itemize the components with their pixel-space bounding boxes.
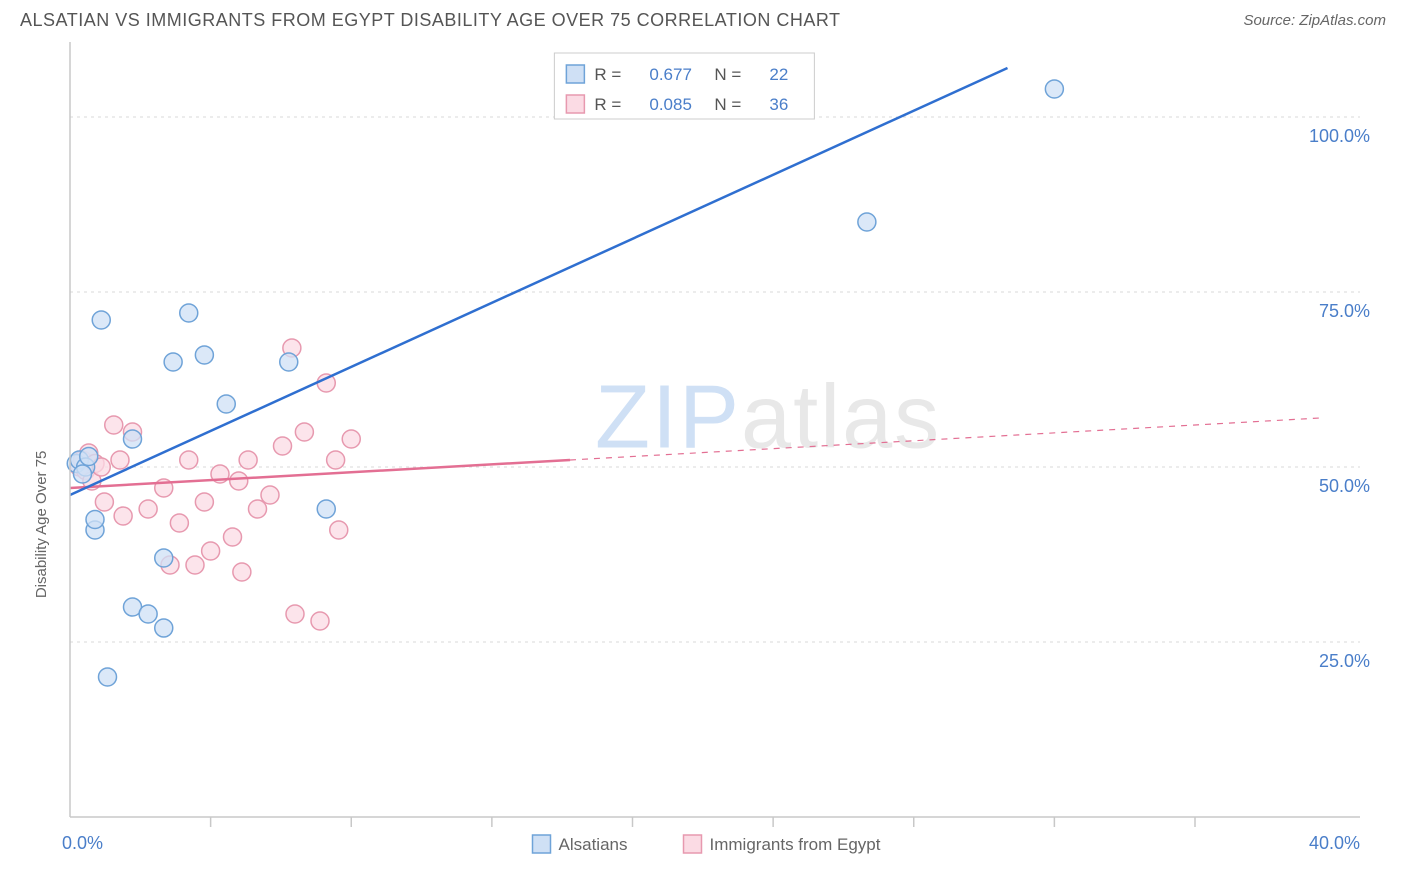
chart-container: ZIPatlas 25.0% 50.0% 75.0% 100.0% 0.0% 40.0% Di… [20,37,1386,862]
egypt-point [230,472,248,490]
alsatians-point [164,353,182,371]
alsatians-point [99,668,117,686]
egypt-point [111,451,129,469]
egypt-point [239,451,257,469]
egypt-point [249,500,267,518]
alsatians-legend-label: Alsatians [559,835,628,854]
alsatians-point [80,448,98,466]
alsatians-point [124,430,142,448]
egypt-point [295,423,313,441]
egypt-point [286,605,304,623]
watermark: ZIPatlas [595,367,941,467]
alsatians-point [92,311,110,329]
egypt-point [202,542,220,560]
x-tick-label: 0.0% [62,833,103,853]
y-tick-label: 75.0% [1319,301,1370,321]
egypt-legend-label: Immigrants from Egypt [710,835,881,854]
alsatians-point [1045,80,1063,98]
alsatians-legend-swatch [533,835,551,853]
egypt-trendline [70,460,570,488]
alsatians-n-value: 22 [769,65,788,84]
alsatians-point [86,511,104,529]
y-tick-label: 25.0% [1319,651,1370,671]
series-legend: Alsatians Immigrants from Egypt [533,835,881,854]
alsatians-point [139,605,157,623]
egypt-point [327,451,345,469]
r-label: R = [594,65,621,84]
source-label: Source: ZipAtlas.com [1243,12,1386,29]
egypt-point [274,437,292,455]
egypt-point [186,556,204,574]
egypt-n-value: 36 [769,95,788,114]
egypt-swatch [566,95,584,113]
r-label: R = [594,95,621,114]
alsatians-swatch [566,65,584,83]
alsatians-point [217,395,235,413]
alsatians-point [280,353,298,371]
n-label: N = [714,65,741,84]
egypt-point [195,493,213,511]
egypt-point [233,563,251,581]
egypt-point [180,451,198,469]
n-label: N = [714,95,741,114]
alsatians-point [317,500,335,518]
egypt-point [139,500,157,518]
alsatians-point [74,465,92,483]
egypt-legend-swatch [684,835,702,853]
x-tick-label: 40.0% [1309,833,1360,853]
egypt-point [170,514,188,532]
alsatians-point [155,549,173,567]
chart-title: ALSATIAN VS IMMIGRANTS FROM EGYPT DISABI… [20,10,841,31]
alsatians-point [180,304,198,322]
egypt-point [261,486,279,504]
egypt-point [311,612,329,630]
alsatians-r-value: 0.677 [649,65,692,84]
stats-legend: R = 0.677 N = 22 R = 0.085 N = 36 [554,53,814,119]
alsatians-point [858,213,876,231]
alsatians-point [155,619,173,637]
alsatians-point [195,346,213,364]
y-axis-label: Disability Age Over 75 [33,451,50,599]
egypt-point [224,528,242,546]
egypt-point [114,507,132,525]
egypt-point [342,430,360,448]
egypt-point [95,493,113,511]
egypt-point [105,416,123,434]
y-tick-label: 50.0% [1319,476,1370,496]
y-tick-label: 100.0% [1309,126,1370,146]
egypt-r-value: 0.085 [649,95,692,114]
egypt-point [330,521,348,539]
correlation-chart: ZIPatlas 25.0% 50.0% 75.0% 100.0% 0.0% 40.0% Di… [20,37,1386,857]
